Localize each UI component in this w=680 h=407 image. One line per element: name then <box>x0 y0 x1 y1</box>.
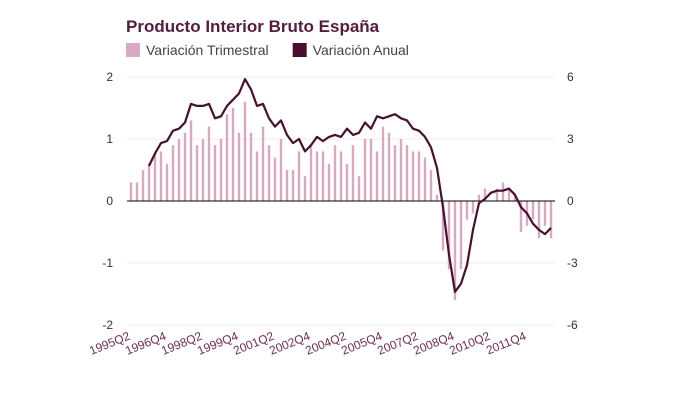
bar <box>435 194 439 201</box>
bar <box>345 163 349 201</box>
bar <box>357 176 361 201</box>
bar <box>171 145 175 201</box>
bar <box>231 108 235 201</box>
chart-title: Producto Interior Bruto España <box>126 17 380 36</box>
bar <box>543 201 547 226</box>
bar <box>327 163 331 201</box>
bar <box>483 188 487 201</box>
bar <box>405 145 409 201</box>
bar <box>549 201 553 239</box>
x-tick-label: 2011Q4 <box>484 329 528 358</box>
bar <box>399 139 403 201</box>
y2-tick-label: -6 <box>567 318 578 332</box>
bar <box>369 139 373 201</box>
bar <box>195 145 199 201</box>
bar <box>141 170 145 201</box>
bar <box>411 151 415 201</box>
y2-tick-label: 3 <box>567 132 574 146</box>
bar <box>249 132 253 201</box>
bar <box>225 114 229 201</box>
y-tick-label: 0 <box>106 194 113 208</box>
bar <box>447 201 451 270</box>
y-tick-label: 2 <box>106 70 113 84</box>
bar <box>189 120 193 201</box>
bar <box>213 145 217 201</box>
line <box>148 78 552 293</box>
bar <box>285 170 289 201</box>
bar <box>351 145 355 201</box>
legend: Variación Trimestral Variación Anual <box>126 42 409 58</box>
bar <box>315 151 319 201</box>
bar <box>243 101 247 201</box>
y-tick-label: -1 <box>102 256 113 270</box>
bar <box>465 201 469 220</box>
bar <box>303 176 307 201</box>
bar <box>219 139 223 201</box>
bar <box>165 163 169 201</box>
bar <box>177 139 181 201</box>
bar <box>519 201 523 232</box>
y-tick-label: 1 <box>106 132 113 146</box>
bar <box>531 201 535 220</box>
legend-label: Variación Anual <box>313 42 409 58</box>
bar <box>279 139 283 201</box>
bar <box>459 201 463 270</box>
bar <box>261 126 265 201</box>
bar <box>333 145 337 201</box>
bar <box>273 157 277 201</box>
bar <box>237 132 241 201</box>
bar <box>321 151 325 201</box>
bar <box>453 201 457 301</box>
bar <box>441 201 445 251</box>
bar <box>153 151 157 201</box>
y2-tick-label: -3 <box>567 256 578 270</box>
bar <box>423 157 427 201</box>
bar <box>375 151 379 201</box>
bar <box>297 151 301 201</box>
legend-label: Variación Trimestral <box>146 42 269 58</box>
bar <box>477 194 481 201</box>
bar <box>159 151 163 201</box>
y2-tick-label: 6 <box>567 70 574 84</box>
bar <box>513 194 517 201</box>
bar <box>255 151 259 201</box>
bar <box>309 145 313 201</box>
bar <box>339 151 343 201</box>
bar <box>495 188 499 201</box>
bar <box>183 132 187 201</box>
bar <box>471 201 475 214</box>
bar <box>201 139 205 201</box>
bar <box>387 132 391 201</box>
bar <box>537 201 541 239</box>
bar <box>363 139 367 201</box>
legend-swatch <box>292 43 307 57</box>
bar <box>291 170 295 201</box>
bar <box>417 151 421 201</box>
y2-tick-label: 0 <box>567 194 574 208</box>
bar <box>129 182 133 201</box>
legend-swatch <box>126 43 140 57</box>
bar <box>267 145 271 201</box>
bar <box>207 126 211 201</box>
bar <box>135 182 139 201</box>
bar <box>147 163 151 201</box>
bar <box>429 170 433 201</box>
y-tick-label: -2 <box>102 318 113 332</box>
bar <box>381 126 385 201</box>
bar <box>507 188 511 201</box>
bar <box>393 145 397 201</box>
